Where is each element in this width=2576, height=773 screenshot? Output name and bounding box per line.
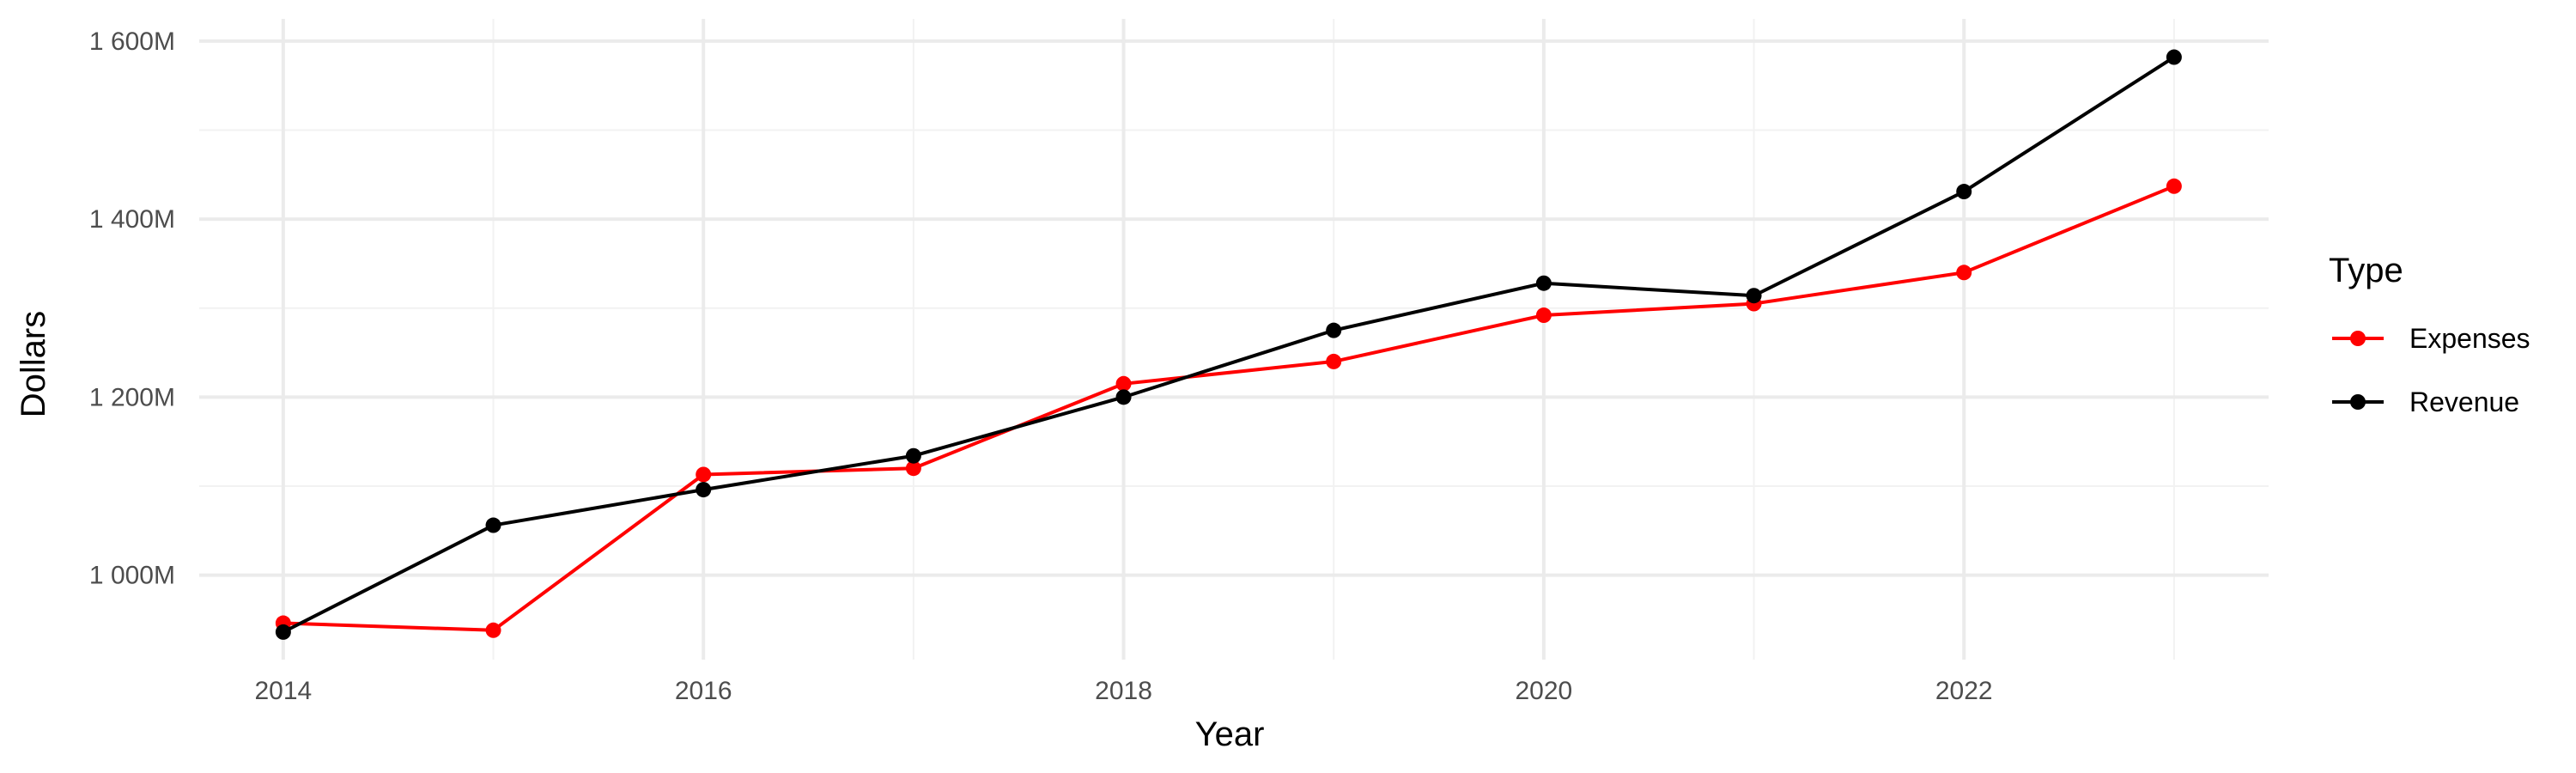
data-point: [1115, 389, 1132, 405]
data-point: [2166, 178, 2182, 194]
legend-entries: Expenses Revenue: [2332, 323, 2530, 417]
data-point: [1956, 184, 1972, 200]
legend: Type Expenses Revenue: [2329, 252, 2530, 417]
data-point: [1746, 288, 1762, 304]
legend-label: Revenue: [2409, 386, 2519, 417]
legend-key-point: [2350, 394, 2366, 410]
data-point: [1115, 375, 1132, 392]
data-point: [275, 624, 291, 640]
series-line: [283, 184, 2175, 632]
data-point: [1535, 275, 1552, 291]
y-tick-label: 1 000M: [89, 562, 175, 590]
data-point: [485, 517, 501, 533]
y-tick-label: 1 600M: [89, 27, 175, 56]
series: [275, 49, 2182, 640]
x-tick-label: 2020: [1516, 677, 1573, 705]
series-line: [282, 55, 2175, 634]
x-tick-label: 2016: [675, 677, 732, 705]
x-tick-label: 2014: [254, 677, 312, 705]
grid: [199, 19, 2269, 660]
y-tick-label: 1 400M: [89, 205, 175, 234]
x-tick-label: 2018: [1095, 677, 1152, 705]
legend-label: Expenses: [2409, 323, 2530, 354]
series-revenue: [275, 49, 2182, 640]
legend-entry-revenue: Revenue: [2332, 386, 2519, 417]
data-point: [905, 460, 921, 477]
data-point: [696, 482, 712, 498]
legend-title: Type: [2329, 252, 2403, 289]
data-point: [696, 466, 712, 483]
series-expenses: [275, 178, 2182, 638]
legend-entry-expenses: Expenses: [2332, 323, 2530, 354]
data-point: [1956, 265, 1972, 281]
x-tick-label: 2022: [1935, 677, 1993, 705]
x-axis-title: Year: [1195, 715, 1265, 753]
tick-labels: 1 000M 1 200M 1 400M 1 600M 2014 2016 2018 2020…: [89, 27, 1993, 705]
data-point: [485, 622, 501, 638]
y-axis-title: Dollars: [15, 311, 52, 417]
data-point: [1535, 307, 1552, 324]
y-tick-label: 1 200M: [89, 383, 175, 411]
data-point: [2166, 49, 2182, 65]
data-point: [905, 447, 921, 464]
data-point: [1326, 322, 1342, 338]
legend-key-point: [2350, 331, 2366, 346]
data-point: [1326, 353, 1342, 369]
